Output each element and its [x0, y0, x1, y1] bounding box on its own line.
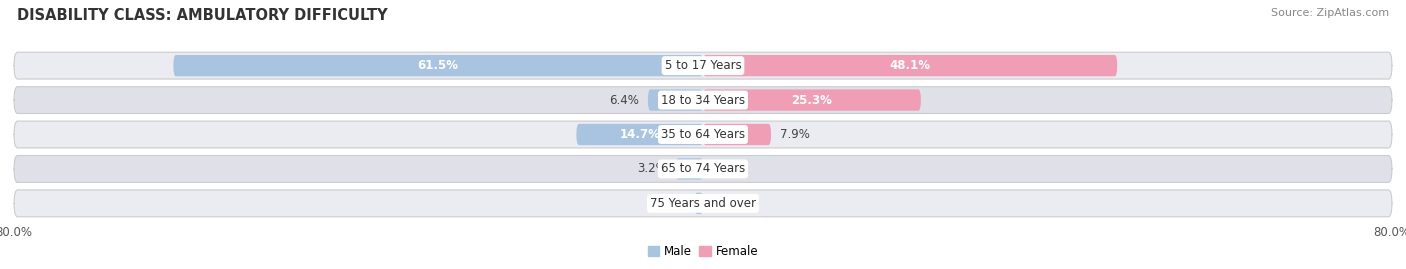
FancyBboxPatch shape: [14, 121, 1392, 148]
Text: 14.7%: 14.7%: [619, 128, 661, 141]
FancyBboxPatch shape: [14, 155, 1392, 182]
FancyBboxPatch shape: [703, 55, 1118, 76]
Text: Source: ZipAtlas.com: Source: ZipAtlas.com: [1271, 8, 1389, 18]
FancyBboxPatch shape: [14, 87, 1392, 114]
FancyBboxPatch shape: [14, 190, 1392, 217]
FancyBboxPatch shape: [703, 124, 770, 145]
Text: 18 to 34 Years: 18 to 34 Years: [661, 94, 745, 107]
FancyBboxPatch shape: [675, 158, 703, 180]
Text: 75 Years and over: 75 Years and over: [650, 197, 756, 210]
Text: 65 to 74 Years: 65 to 74 Years: [661, 162, 745, 175]
Text: 5 to 17 Years: 5 to 17 Years: [665, 59, 741, 72]
Text: 25.3%: 25.3%: [792, 94, 832, 107]
FancyBboxPatch shape: [695, 193, 703, 214]
Text: 0.0%: 0.0%: [711, 197, 741, 210]
Text: 61.5%: 61.5%: [418, 59, 458, 72]
Text: 7.9%: 7.9%: [780, 128, 810, 141]
Text: 6.4%: 6.4%: [609, 94, 640, 107]
FancyBboxPatch shape: [576, 124, 703, 145]
FancyBboxPatch shape: [173, 55, 703, 76]
FancyBboxPatch shape: [648, 89, 703, 111]
FancyBboxPatch shape: [14, 52, 1392, 79]
Text: 3.2%: 3.2%: [637, 162, 666, 175]
Text: DISABILITY CLASS: AMBULATORY DIFFICULTY: DISABILITY CLASS: AMBULATORY DIFFICULTY: [17, 8, 388, 23]
FancyBboxPatch shape: [703, 89, 921, 111]
Text: 0.0%: 0.0%: [711, 162, 741, 175]
Text: 48.1%: 48.1%: [890, 59, 931, 72]
Legend: Male, Female: Male, Female: [643, 240, 763, 263]
Text: 35 to 64 Years: 35 to 64 Years: [661, 128, 745, 141]
Text: 0.99%: 0.99%: [648, 197, 686, 210]
